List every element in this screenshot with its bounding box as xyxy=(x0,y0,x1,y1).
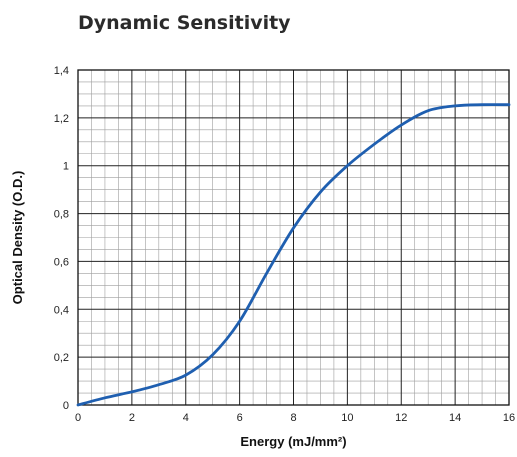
x-tick-label: 4 xyxy=(183,412,189,424)
plot-frame xyxy=(77,69,510,406)
y-tick-label: 1,2 xyxy=(54,113,69,125)
major-gridlines xyxy=(78,70,509,405)
x-tick-label: 8 xyxy=(290,412,296,424)
y-tick-label: 0,2 xyxy=(54,352,69,364)
x-tick-label: 6 xyxy=(237,412,243,424)
series-line xyxy=(76,103,511,407)
x-tick-label: 16 xyxy=(503,412,515,424)
x-axis-title: Energy (mJ/mm²) xyxy=(240,434,346,449)
chart-title: Dynamic Sensitivity xyxy=(78,12,291,34)
y-tick-label: 1 xyxy=(63,161,69,173)
series-layer xyxy=(76,103,511,407)
x-tick-label: 0 xyxy=(75,412,81,424)
x-tick-labels: 0 2 4 6 8 10 12 14 16 xyxy=(75,412,515,424)
y-tick-labels: 0 0,2 0,4 0,6 0,8 1 1,2 1,4 xyxy=(54,65,69,412)
y-tick-label: 0,6 xyxy=(54,256,69,268)
x-tick-label: 10 xyxy=(341,412,353,424)
minor-gridlines xyxy=(78,70,509,405)
y-axis-title: Optical Density (O.D.) xyxy=(10,171,25,305)
y-tick-label: 1,4 xyxy=(54,65,69,77)
y-tick-label: 0,8 xyxy=(54,209,69,221)
x-tick-label: 2 xyxy=(129,412,135,424)
y-tick-label: 0,4 xyxy=(54,304,69,316)
y-tick-label: 0 xyxy=(63,400,69,412)
x-tick-label: 14 xyxy=(449,412,461,424)
x-tick-label: 12 xyxy=(395,412,407,424)
